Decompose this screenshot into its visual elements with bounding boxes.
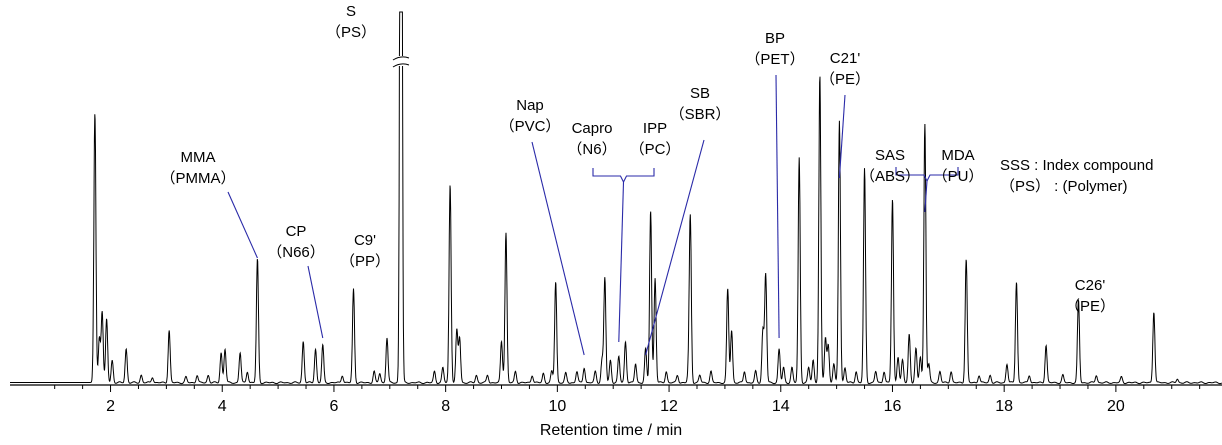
peak-annotation: MMA （PMMA） xyxy=(160,149,235,187)
peak-compound-label: SB xyxy=(690,85,710,102)
peak-polymer-label: （PE） xyxy=(820,71,870,88)
peak-compound-label: SAS xyxy=(875,147,905,164)
peak-annotation: SB （SBR） xyxy=(670,85,731,123)
x-tick-label: 2 xyxy=(106,398,115,415)
peak-polymer-label: （PMMA） xyxy=(160,170,235,187)
x-tick-label: 18 xyxy=(995,398,1013,415)
index-key: SSS : Index compound （PS） : (Polymer) xyxy=(1000,157,1153,195)
leader-line xyxy=(924,180,928,213)
peak-compound-label: MMA xyxy=(181,149,216,166)
leader-line xyxy=(531,141,585,356)
peak-annotation: CP （N66） xyxy=(267,223,325,261)
peak-annotation: C9' （PP） xyxy=(340,232,390,270)
leader-line xyxy=(645,139,705,356)
peak-compound-label: Nap xyxy=(516,97,544,114)
peak-compound-label: C9' xyxy=(354,232,376,249)
leader-line xyxy=(838,94,846,179)
peak-polymer-label: （PC） xyxy=(630,141,681,158)
peak-polymer-label: （PVC） xyxy=(500,118,561,135)
chromatogram-trace xyxy=(10,11,1222,385)
leader-line xyxy=(775,74,780,339)
peak-annotation: MDA （PU） xyxy=(933,147,984,185)
peak-annotation: S （PS） xyxy=(326,3,376,41)
peak-annotation: SAS （ABS） xyxy=(860,147,920,185)
x-tick-label: 8 xyxy=(441,398,450,415)
peak-labels: MMA （PMMA） CP （N66） C9' （PP） S （PS） Nap （PVC） Capr… xyxy=(160,3,1115,315)
leader-lines xyxy=(227,74,959,356)
peak-compound-label: MDA xyxy=(941,147,974,164)
peak-annotation: C26' （PE） xyxy=(1065,277,1115,315)
peak-polymer-label: （ABS） xyxy=(860,168,920,185)
leader-line xyxy=(227,191,258,259)
peak-compound-label: S xyxy=(346,3,356,20)
peak-compound-label: C21' xyxy=(830,50,861,67)
peak-polymer-label: （PP） xyxy=(340,253,390,270)
peak-compound-label: C26' xyxy=(1075,277,1106,294)
leader-line xyxy=(307,265,324,339)
peak-polymer-label: （PU） xyxy=(933,168,984,185)
peak-compound-label: Capro xyxy=(572,120,613,137)
peak-compound-label: IPP xyxy=(643,120,667,137)
x-tick-label: 20 xyxy=(1107,398,1125,415)
peak-polymer-label: （PS） xyxy=(326,24,376,41)
trace-layer xyxy=(10,11,1222,385)
peak-polymer-label: （PE） xyxy=(1065,298,1115,315)
peak-annotation: BP （PET） xyxy=(745,30,804,68)
peak-polymer-label: （N66） xyxy=(267,244,325,261)
peak-compound-label: CP xyxy=(286,223,307,240)
x-tick-label: 10 xyxy=(548,398,566,415)
leader-line xyxy=(618,181,625,343)
x-tick-label: 16 xyxy=(884,398,902,415)
peak-annotation: Nap （PVC） xyxy=(500,97,561,135)
x-axis: 2 4 6 8 10 12 14 16 18 20 xyxy=(10,384,1222,415)
peak-polymer-label: （SBR） xyxy=(670,106,731,123)
peak-annotation: Capro （N6） xyxy=(567,120,616,158)
peak-annotation: IPP （PC） xyxy=(630,120,681,158)
x-tick-label: 6 xyxy=(329,398,338,415)
x-tick-label: 14 xyxy=(772,398,790,415)
peak-compound-label: BP xyxy=(765,30,785,47)
peak-annotation: C21' （PE） xyxy=(820,50,870,88)
key-line-1: SSS : Index compound xyxy=(1000,157,1153,174)
peak-polymer-label: （N6） xyxy=(567,141,616,158)
bracket-line xyxy=(592,168,655,184)
x-tick-label: 4 xyxy=(218,398,227,415)
axis-break-marker xyxy=(390,56,411,68)
x-tick-label: 12 xyxy=(660,398,678,415)
peak-polymer-label: （PET） xyxy=(745,51,804,68)
x-axis-title: Retention time / min xyxy=(540,422,682,439)
key-line-2: （PS） : (Polymer) xyxy=(1000,178,1128,195)
